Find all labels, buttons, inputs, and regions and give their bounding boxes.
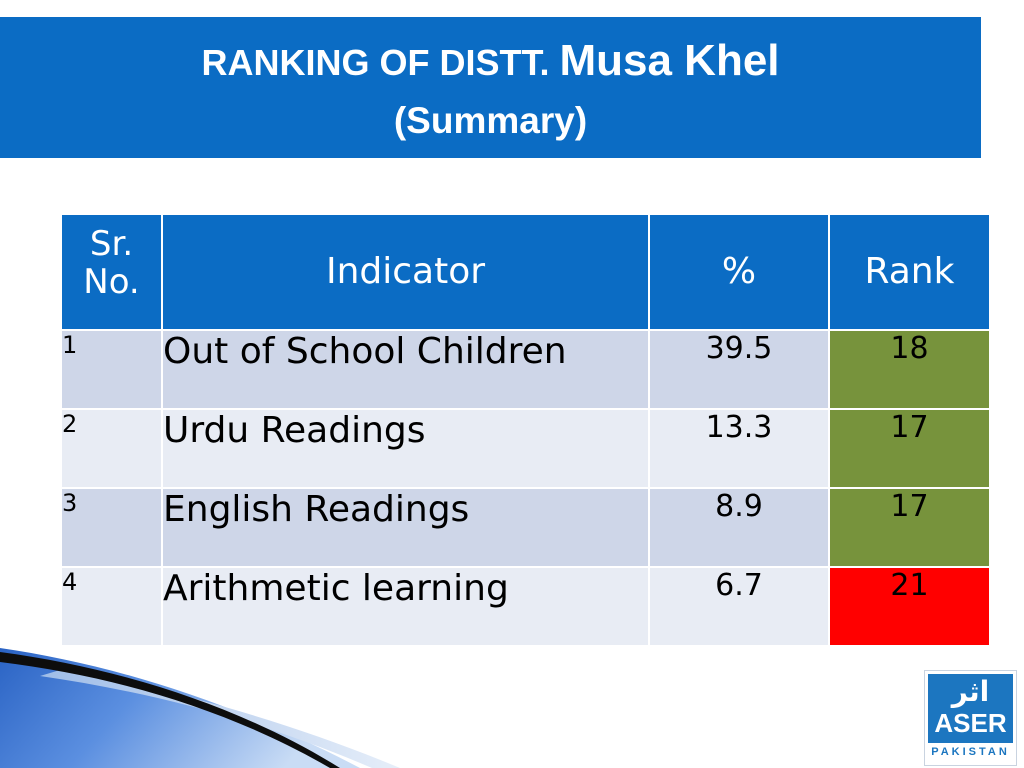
logo-urdu-text: اثر — [951, 675, 990, 708]
slide-subtitle: (Summary) — [393, 100, 588, 141]
cell-rank: 17 — [828, 408, 991, 489]
logo-name: ASER — [934, 708, 1007, 738]
table-row: 1 Out of School Children 39.5 18 — [60, 329, 991, 410]
cell-percent: 6.7 — [648, 566, 830, 647]
header-indicator: Indicator — [161, 213, 650, 331]
title-district: Musa Khel — [559, 36, 780, 85]
aser-logo: اثر ASER PAKISTAN — [924, 670, 1017, 766]
header-rank: Rank — [828, 213, 991, 331]
cell-percent: 13.3 — [648, 408, 830, 489]
cell-sr: 2 — [60, 408, 163, 489]
header-percent: % — [648, 213, 830, 331]
cell-indicator: Urdu Readings — [161, 408, 650, 489]
logo-country: PAKISTAN — [931, 746, 1010, 758]
title-prefix: RANKING OF DISTT. — [201, 42, 550, 83]
cell-rank: 18 — [828, 329, 991, 410]
cell-sr: 4 — [60, 566, 163, 647]
cell-indicator: Arithmetic learning — [161, 566, 650, 647]
title-banner: RANKING OF DISTT. Musa Khel (Summary) — [0, 17, 981, 158]
table-row: 2 Urdu Readings 13.3 17 — [60, 408, 991, 489]
cell-sr: 3 — [60, 487, 163, 568]
slide-title: RANKING OF DISTT. Musa Khel — [0, 39, 981, 85]
cell-indicator: English Readings — [161, 487, 650, 568]
cell-rank: 17 — [828, 487, 991, 568]
header-sr-line1: Sr. — [89, 224, 134, 264]
table-row: 3 English Readings 8.9 17 — [60, 487, 991, 568]
logo-badge: اثر ASER — [928, 674, 1013, 743]
cell-percent: 39.5 — [648, 329, 830, 410]
table-row: 4 Arithmetic learning 6.7 21 — [60, 566, 991, 647]
cell-rank: 21 — [828, 566, 991, 647]
cell-indicator: Out of School Children — [161, 329, 650, 410]
cell-percent: 8.9 — [648, 487, 830, 568]
header-sr-no: Sr. No. — [60, 213, 163, 331]
cell-sr: 1 — [60, 329, 163, 410]
decorative-swoosh — [0, 648, 400, 768]
header-sr-line2: No. — [83, 262, 140, 302]
table-header-row: Sr. No. Indicator % Rank — [60, 213, 991, 331]
ranking-table: Sr. No. Indicator % Rank 1 Out of School… — [60, 213, 991, 647]
